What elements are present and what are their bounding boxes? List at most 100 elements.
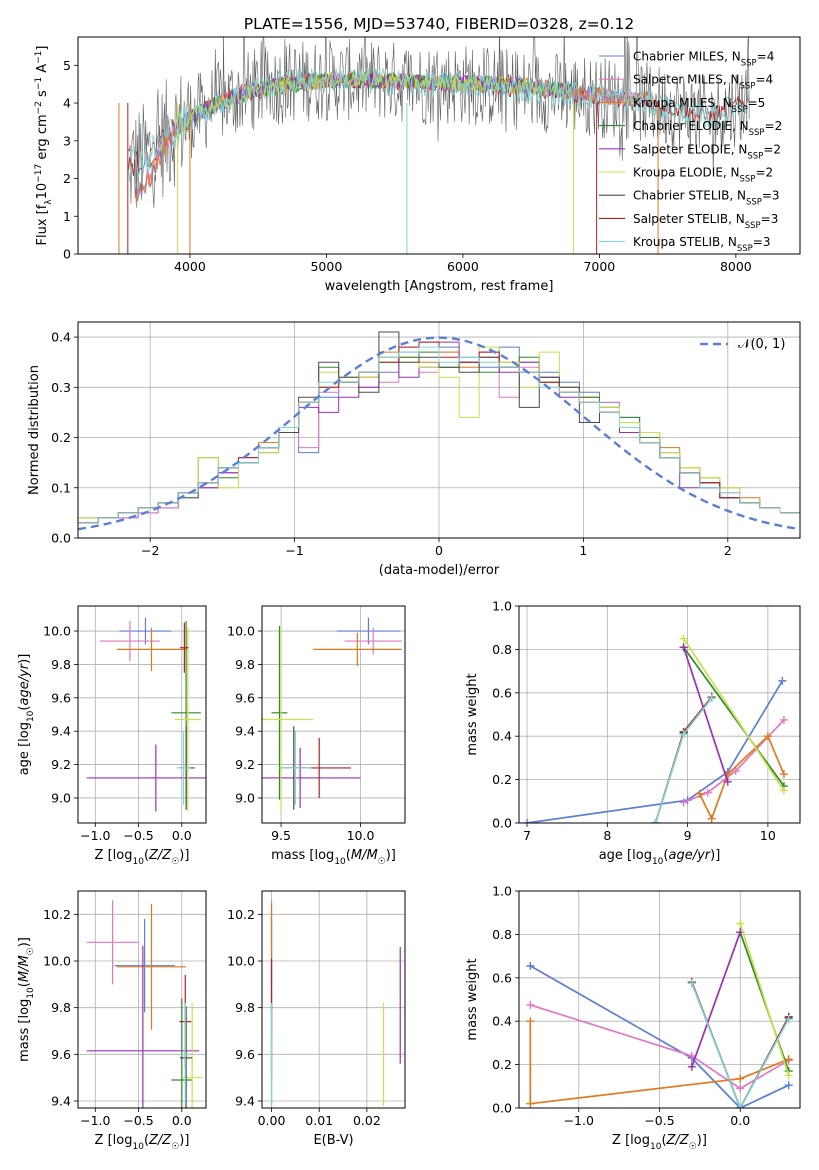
weight-marker (651, 819, 660, 823)
x-tick-label: 6000 (447, 259, 479, 274)
weight-series (679, 715, 788, 807)
weight-marker (736, 1104, 745, 1108)
spectrum-legend: Chabrier MILES, NSSP=4 Salpeter MILES, NS… (599, 50, 782, 254)
y-axis-label: mass [log10(M/M☉)] (17, 937, 36, 1062)
mass-weight-vs-Z-plot-area (526, 919, 793, 1108)
y-tick-label: 2 (63, 171, 71, 186)
weight-line (682, 638, 785, 791)
errorbar-point (180, 622, 189, 673)
y-tick-label: 9.6 (235, 690, 255, 705)
weight-marker (736, 1074, 745, 1083)
x-axis-label: wavelength [Angstrom, rest frame] (325, 279, 554, 294)
weight-series (679, 643, 732, 786)
x-tick-label: 4000 (174, 259, 206, 274)
errorbar-point (116, 627, 187, 672)
x-tick-label: −1.0 (80, 828, 110, 843)
x-tick-label: 0.00 (258, 1113, 286, 1128)
weight-marker (763, 732, 772, 741)
residuals-plot-area (78, 331, 800, 538)
x-tick-label: 0.0 (730, 1113, 750, 1128)
weight-marker (731, 766, 740, 775)
mass-vs-ebv-panel: 0.00 0.01 0.02 9.4 9.6 9.8 10.0 10.2 E(B-V) (227, 890, 406, 1148)
weight-series (523, 676, 787, 823)
weight-series (736, 919, 793, 1080)
errorbar-point (180, 1003, 191, 1106)
x-tick-label: 0 (435, 543, 443, 558)
y-tick-label: 9.6 (235, 1047, 255, 1062)
y-tick-label: 0.2 (51, 430, 71, 445)
axes-frame (518, 605, 801, 824)
weight-marker (679, 798, 688, 807)
mass-vs-ebv-plot-area (270, 900, 401, 1106)
weight-line (691, 982, 790, 1108)
age-vs-mass-plot-area (262, 617, 402, 812)
residuals-panel: −2 −1 0 1 2 0.0 0.1 0.2 0.3 0.4 (data-model)/error… (27, 321, 801, 578)
weight-marker (695, 789, 704, 798)
x-tick-label: 0.02 (353, 1113, 381, 1128)
legend-label: 𝒩(0, 1) (738, 337, 785, 352)
weight-marker (707, 814, 716, 823)
histogram-step (78, 346, 800, 538)
y-tick-label: 0.6 (492, 970, 512, 985)
y-tick-label: 0.4 (51, 330, 71, 345)
weight-line (526, 680, 784, 823)
weight-marker (687, 1062, 696, 1071)
spectrum-series-line (128, 67, 750, 182)
x-tick-label: 10.0 (347, 828, 375, 843)
y-tick-label: 0.8 (492, 927, 512, 942)
weight-marker (784, 1055, 793, 1064)
x-tick-label: 1 (579, 543, 587, 558)
weight-marker (779, 770, 788, 779)
mass-vs-Z-panel: −1.0 −0.5 0.0 9.4 9.6 9.8 10.0 10.2 Z [log10(Z/Z… (17, 890, 207, 1152)
y-tick-label: 0.0 (51, 531, 71, 546)
x-tick-label: 0.0 (172, 828, 192, 843)
x-tick-label: −0.5 (123, 1113, 153, 1128)
x-tick-label: 0.0 (172, 1113, 192, 1128)
y-axis-label: mass weight (465, 958, 480, 1040)
y-axis-label: age [log10(age/yr)] (17, 654, 36, 776)
x-tick-label: −1.0 (564, 1113, 594, 1128)
weight-marker (526, 1000, 535, 1009)
weight-marker (779, 786, 788, 795)
y-tick-label: 9.0 (51, 790, 71, 805)
x-tick-label: −2 (141, 543, 159, 558)
errorbar-point (99, 621, 161, 662)
weight-marker (703, 788, 712, 797)
y-tick-label: 10.0 (227, 624, 255, 639)
weight-series (679, 634, 788, 795)
y-tick-label: 0.6 (492, 685, 512, 700)
y-tick-label: 1 (63, 209, 71, 224)
y-tick-label: 0.0 (492, 816, 512, 831)
weight-series (526, 1017, 793, 1108)
legend-label: Salpeter ELODIE, NSSP=2 (633, 142, 781, 161)
x-axis-label: Z [log10(Z/Z☉)] (95, 1133, 190, 1152)
y-tick-label: 0.0 (492, 1101, 512, 1116)
weight-line (691, 931, 741, 1068)
y-tick-label: 5 (63, 58, 71, 73)
y-tick-label: 0.3 (51, 380, 71, 395)
y-tick-label: 9.8 (235, 657, 255, 672)
y-tick-label: 9.8 (51, 1000, 71, 1015)
x-tick-label: 8 (603, 828, 611, 843)
axes-frame (518, 890, 801, 1109)
y-tick-label: 0.2 (492, 772, 512, 787)
y-tick-label: 9.6 (51, 1047, 71, 1062)
weight-series (687, 928, 745, 1071)
weight-marker (784, 1015, 793, 1024)
y-tick-label: 9.2 (51, 757, 71, 772)
mass-weight-vs-age-panel: 7 8 9 10 0.0 0.2 0.4 0.6 0.8 1.0 age [log10(age/yr… (465, 599, 801, 867)
age-vs-Z-plot-area (86, 617, 206, 812)
y-tick-label: 0.8 (492, 642, 512, 657)
spectrum-panel: 4000 5000 6000 7000 8000 0 1 2 3 4 5 PLATE=1556, MJ… (34, 15, 801, 294)
errorbar-point (262, 747, 361, 808)
axes-frame (77, 605, 207, 824)
y-tick-label: 0 (63, 247, 71, 262)
axes-frame (261, 605, 406, 824)
axes-frame (261, 890, 406, 1109)
x-tick-label: −1 (285, 543, 303, 558)
x-axis-label: Z [log10(Z/Z☉)] (95, 848, 190, 867)
y-tick-label: 0.4 (492, 729, 512, 744)
y-tick-label: 9.4 (235, 1094, 255, 1109)
x-axis-label: Z [log10(Z/Z☉)] (612, 1133, 707, 1152)
